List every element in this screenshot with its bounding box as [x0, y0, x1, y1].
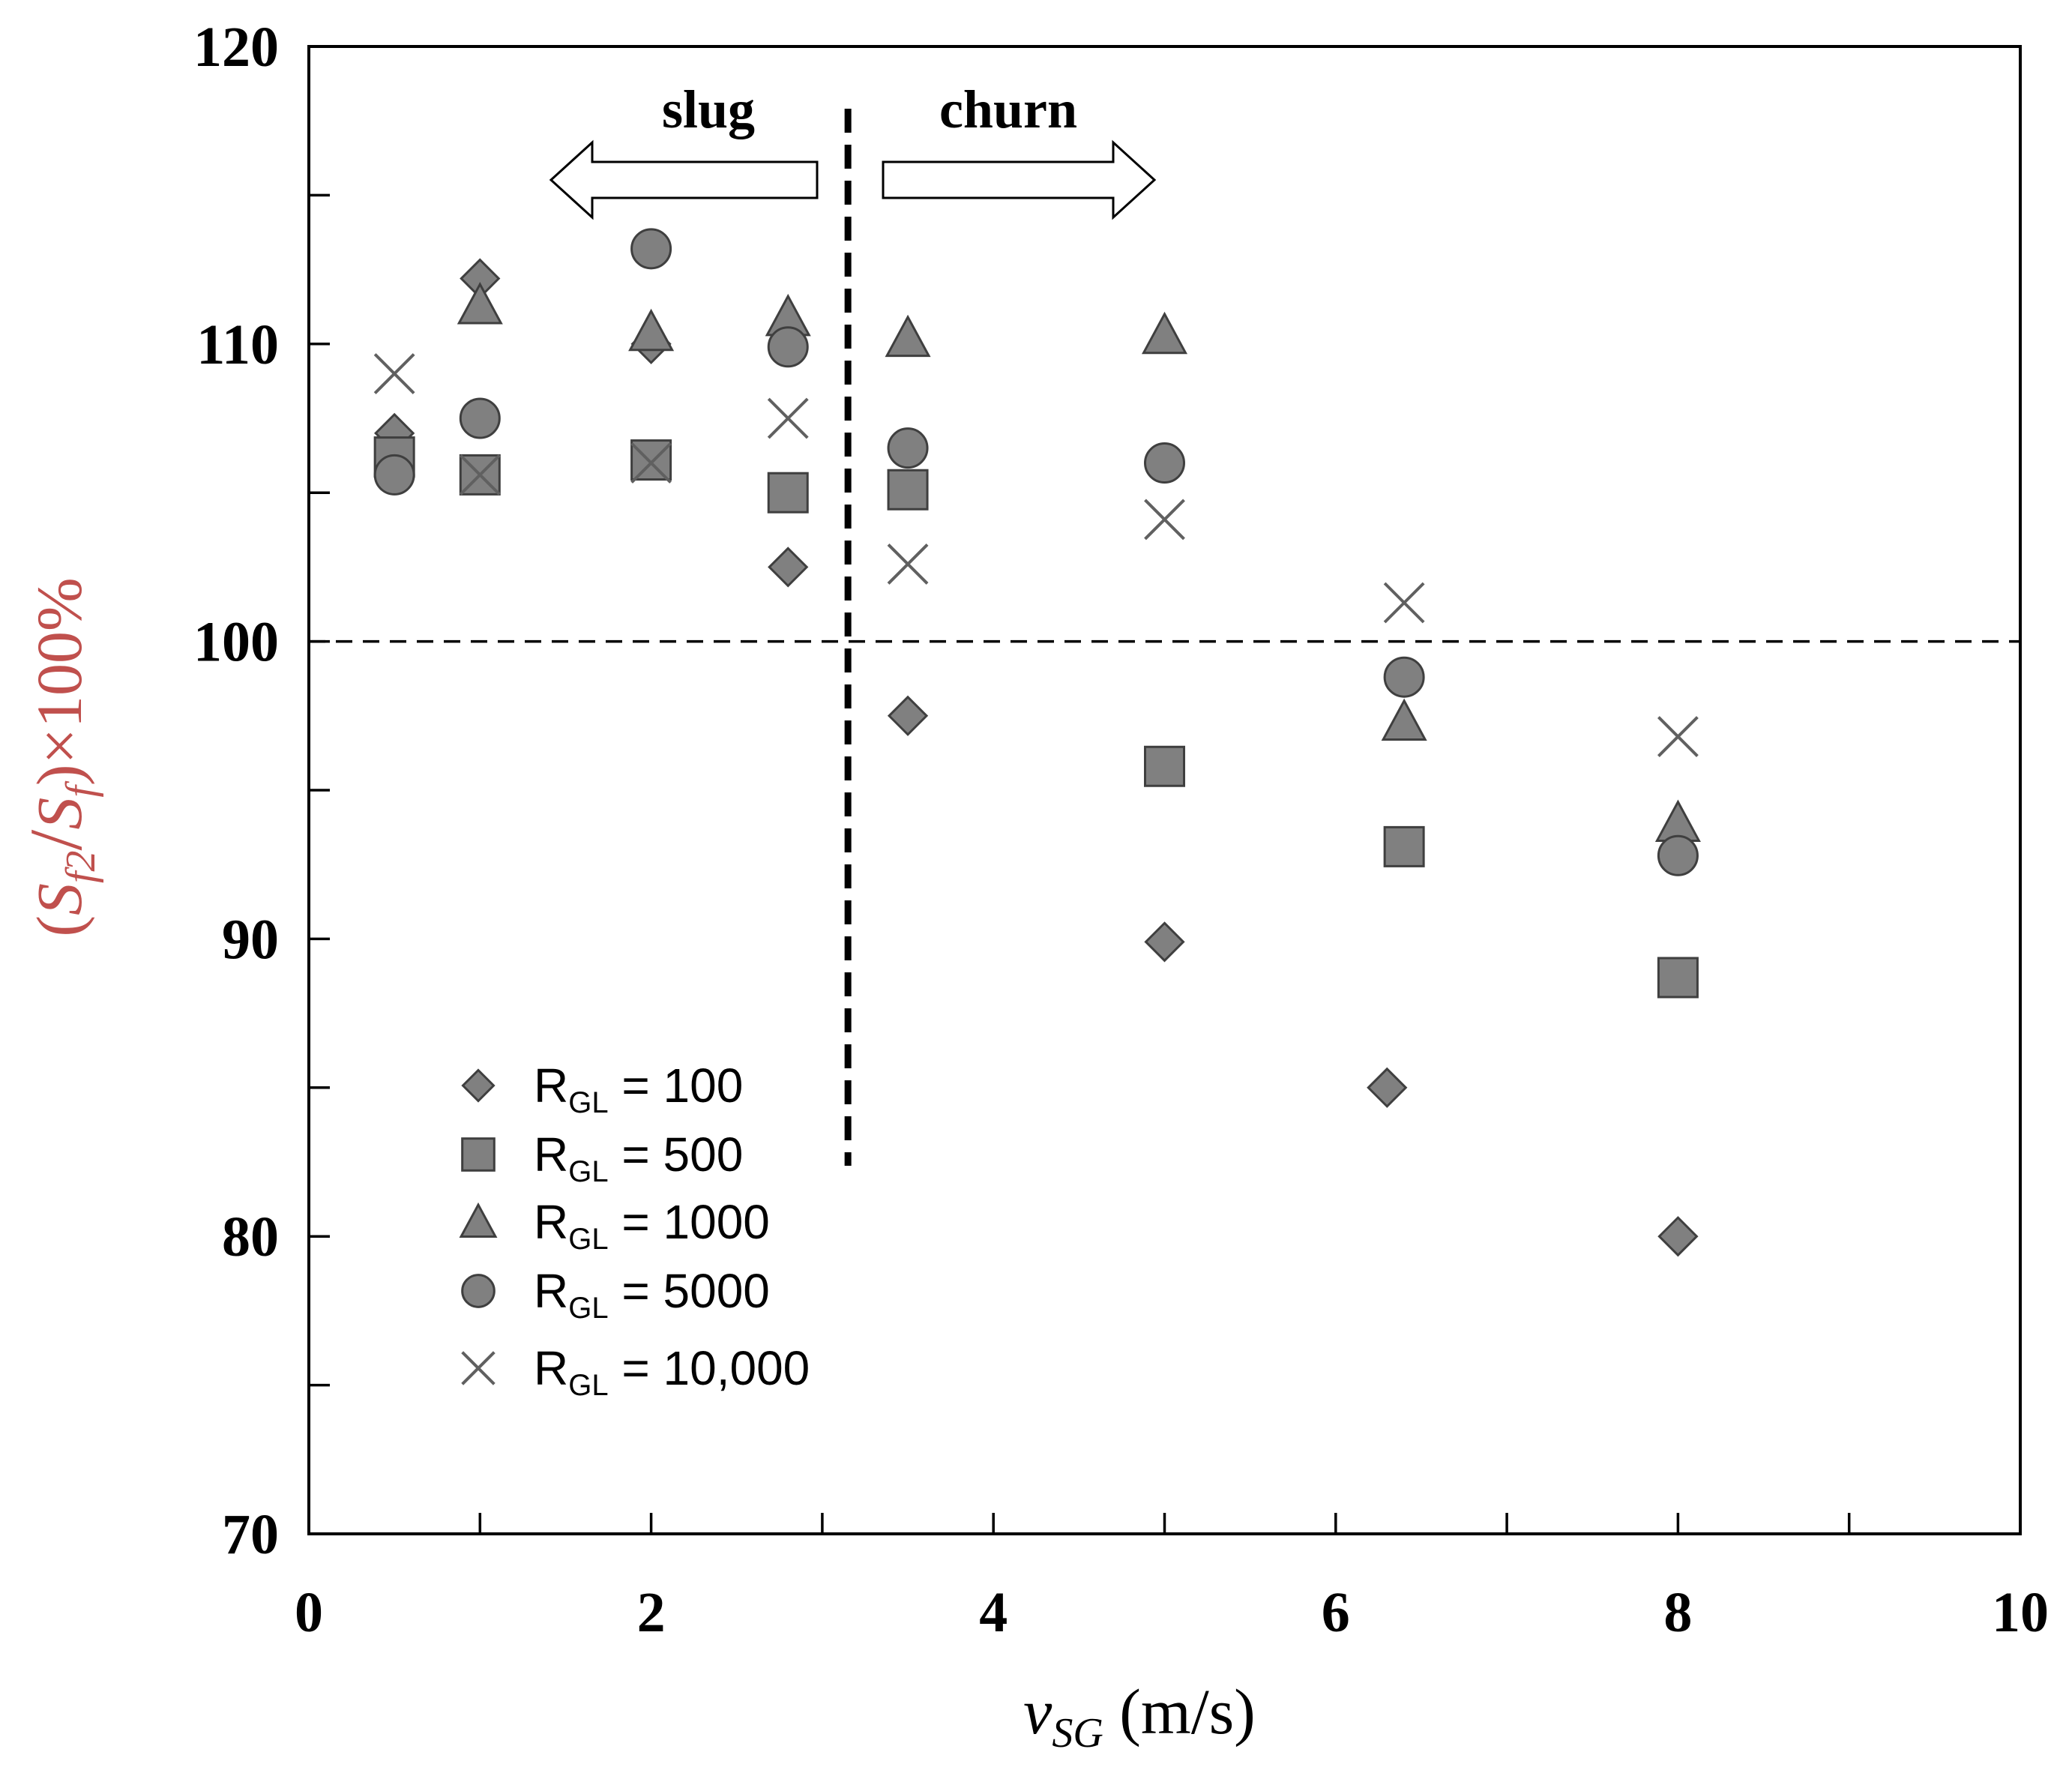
y-tick-label: 120: [193, 16, 279, 79]
square-point: [767, 472, 809, 514]
churn-label: churn: [939, 79, 1077, 139]
legend-label: RGL = 5000: [534, 1264, 770, 1325]
square-point: [1657, 957, 1699, 999]
circle-point: [1383, 656, 1425, 698]
square-point: [887, 469, 929, 511]
circle-point: [373, 454, 415, 496]
y-tick-label: 80: [222, 1205, 279, 1268]
diamond-point: [887, 695, 929, 736]
x-axis-title: vSG (m/s): [1023, 1676, 1256, 1757]
circle-point: [767, 326, 809, 368]
square-point: [1383, 825, 1425, 867]
x-tick-label: 0: [295, 1581, 323, 1644]
cross-point: [630, 442, 672, 484]
triangle-point: [885, 314, 931, 358]
y-tick-label: 70: [222, 1503, 279, 1566]
cross-point: [887, 544, 929, 585]
y-tick-label: 100: [193, 611, 279, 674]
legend: RGL = 100 RGL = 500 RGL = 1000 RGL = 5000 RG…: [459, 1059, 810, 1402]
diamond-point: [1367, 1067, 1408, 1108]
circle-point: [630, 228, 672, 270]
regime-arrows: [549, 139, 1157, 220]
x-tick-label: 2: [637, 1581, 666, 1644]
cross-point: [767, 397, 809, 439]
data-points: [373, 228, 1701, 1257]
circle-point: [1144, 442, 1185, 484]
cross-point: [1383, 582, 1425, 624]
x-tick-label: 6: [1322, 1581, 1350, 1644]
triangle-point: [1381, 698, 1427, 741]
tick-labels: 70 80 90 100 110 120 0 2 4 6 8 10: [193, 16, 2049, 1644]
cross-point: [459, 454, 501, 496]
legend-marker-diamond: [461, 1068, 496, 1103]
cross-point: [373, 353, 415, 394]
legend-label: RGL = 500: [534, 1128, 743, 1188]
circle-point: [887, 427, 929, 469]
diamond-point: [1144, 921, 1185, 963]
x-tick-label: 10: [1992, 1581, 2049, 1644]
reference-lines: [309, 109, 2020, 1166]
series-cross: [373, 353, 1699, 757]
circle-point: [1657, 834, 1699, 876]
triangle-point: [1141, 311, 1188, 355]
square-point: [630, 439, 672, 481]
cross-point: [1144, 499, 1185, 541]
slug-arrow: [549, 139, 819, 220]
triangle-point: [457, 282, 503, 325]
legend-label: RGL = 10,000: [534, 1341, 810, 1402]
legend-marker-cross: [461, 1351, 496, 1385]
series-triangle: [457, 282, 1701, 842]
triangle-point: [628, 308, 675, 352]
triangle-point: [1654, 799, 1701, 842]
legend-label: RGL = 100: [534, 1059, 743, 1119]
series-circle: [373, 228, 1699, 876]
y-tick-label: 90: [222, 908, 279, 971]
legend-marker-square: [461, 1137, 496, 1172]
circle-point: [459, 397, 501, 439]
axes: [307, 45, 2022, 1535]
slug-label: slug: [662, 79, 755, 139]
x-tick-label: 8: [1663, 1581, 1692, 1644]
square-point: [1144, 745, 1185, 787]
churn-arrow: [882, 139, 1157, 220]
diamond-point: [768, 547, 809, 588]
legend-label: RGL = 1000: [534, 1195, 770, 1256]
diamond-point: [1657, 1216, 1699, 1257]
legend-marker-circle: [461, 1274, 496, 1308]
y-tick-label: 110: [196, 313, 279, 376]
y-axis-title: (Sf2/Sf)×100%: [14, 577, 104, 936]
x-tick-label: 4: [979, 1581, 1008, 1644]
cross-point: [1657, 716, 1699, 757]
legend-marker-triangle: [459, 1202, 498, 1238]
series-square: [373, 436, 1699, 999]
